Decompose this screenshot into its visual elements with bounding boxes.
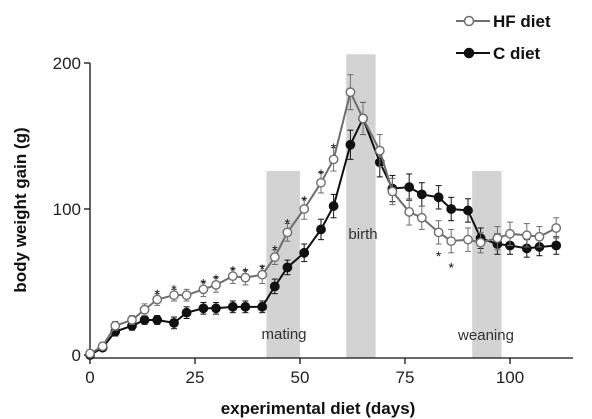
data-point-c <box>139 315 150 325</box>
data-point-c <box>282 262 293 273</box>
x-tick-label-50: 50 <box>291 368 310 387</box>
data-point-c <box>169 317 179 328</box>
data-point-hf <box>316 177 326 188</box>
axes: 0 100 200 0 25 50 75 100 <box>53 54 573 387</box>
data-point-hf <box>139 304 150 315</box>
data-point-c <box>463 205 473 216</box>
significance-star: * <box>448 259 454 275</box>
significance-star: * <box>171 281 177 297</box>
data-point-hf <box>358 113 368 124</box>
data-point-c <box>152 315 163 325</box>
data-point-hf <box>475 237 486 248</box>
x-tick-label-0: 0 <box>85 368 94 387</box>
data-point-c <box>316 224 326 235</box>
data-point-c <box>257 301 268 312</box>
legend-marker-hf <box>463 15 475 27</box>
data-point-c <box>416 189 427 200</box>
band-label-weaning: weaning <box>457 327 514 344</box>
data-point-c <box>551 240 562 251</box>
data-point-hf <box>269 252 280 263</box>
data-point-c <box>198 303 209 314</box>
data-point-c <box>181 307 192 318</box>
data-point-hf <box>416 212 427 223</box>
band-birth <box>346 54 376 358</box>
data-point-hf <box>404 207 415 217</box>
legend-marker-c <box>463 47 475 59</box>
data-point-hf <box>446 236 457 247</box>
x-tick-label-75: 75 <box>396 368 415 387</box>
legend-label-hf: HF diet <box>493 12 551 31</box>
series-c <box>85 101 562 360</box>
x-axis-title: experimental diet (days) <box>221 399 416 418</box>
data-point-hf <box>551 223 562 233</box>
legend-item-hf: HF diet <box>456 12 551 31</box>
data-point-c <box>240 301 251 312</box>
data-point-hf <box>505 228 515 239</box>
data-point-hf <box>387 186 398 197</box>
data-point-hf <box>433 227 444 238</box>
legend-item-c: C diet <box>456 44 541 63</box>
data-point-hf <box>211 280 221 290</box>
data-point-c <box>227 301 238 312</box>
y-tick-label-200: 200 <box>53 54 81 73</box>
data-point-c <box>404 182 415 193</box>
data-point-hf <box>169 290 179 301</box>
data-point-hf <box>198 284 209 295</box>
y-tick-label-100: 100 <box>53 200 81 219</box>
data-point-c <box>269 281 280 292</box>
data-point-hf <box>345 87 356 98</box>
significance-markers: * * * * * * * * * * * * * * <box>154 140 454 302</box>
legend: HF diet C diet <box>456 12 551 63</box>
data-point-hf <box>227 271 238 282</box>
series <box>85 74 562 360</box>
data-point-hf <box>181 290 192 301</box>
x-tick-label-100: 100 <box>496 368 524 387</box>
data-point-hf <box>299 204 310 214</box>
significance-star: * <box>230 262 236 278</box>
x-tick-label-25: 25 <box>186 368 205 387</box>
data-point-hf <box>110 320 121 331</box>
data-point-hf <box>534 231 545 242</box>
data-point-hf <box>374 145 385 156</box>
data-point-c <box>328 201 339 211</box>
data-point-hf <box>257 269 268 280</box>
data-point-hf <box>240 272 251 283</box>
data-point-c <box>299 247 310 258</box>
significance-star: * <box>154 286 160 302</box>
data-point-hf <box>328 154 339 165</box>
data-point-hf <box>85 348 95 359</box>
series-hf <box>85 74 562 359</box>
data-point-c <box>433 192 444 203</box>
significance-star: * <box>331 140 337 156</box>
shaded-bands: mating birth weaning <box>261 54 514 358</box>
significance-star: * <box>243 264 249 280</box>
significance-star: * <box>259 261 265 277</box>
significance-star: * <box>301 192 307 208</box>
data-point-hf <box>282 227 293 238</box>
data-point-hf <box>97 341 108 352</box>
significance-star: * <box>272 242 278 258</box>
data-point-hf <box>152 294 163 305</box>
data-point-c <box>446 204 457 214</box>
data-point-c <box>211 303 221 314</box>
y-tick-label-0: 0 <box>72 346 81 365</box>
significance-star: * <box>436 248 442 264</box>
significance-star: * <box>213 271 219 287</box>
band-weaning <box>472 171 502 358</box>
significance-star: * <box>285 216 291 232</box>
significance-star: * <box>318 166 324 182</box>
data-point-hf <box>463 234 473 245</box>
data-point-hf <box>521 230 532 241</box>
data-point-c <box>345 139 356 150</box>
band-label-mating: mating <box>261 326 306 343</box>
significance-star: * <box>201 276 207 292</box>
data-point-hf <box>127 315 137 325</box>
band-label-birth: birth <box>348 226 377 243</box>
y-axis-title: body weight gain (g) <box>11 127 30 292</box>
legend-label-c: C diet <box>493 44 541 63</box>
data-point-hf <box>492 233 503 244</box>
